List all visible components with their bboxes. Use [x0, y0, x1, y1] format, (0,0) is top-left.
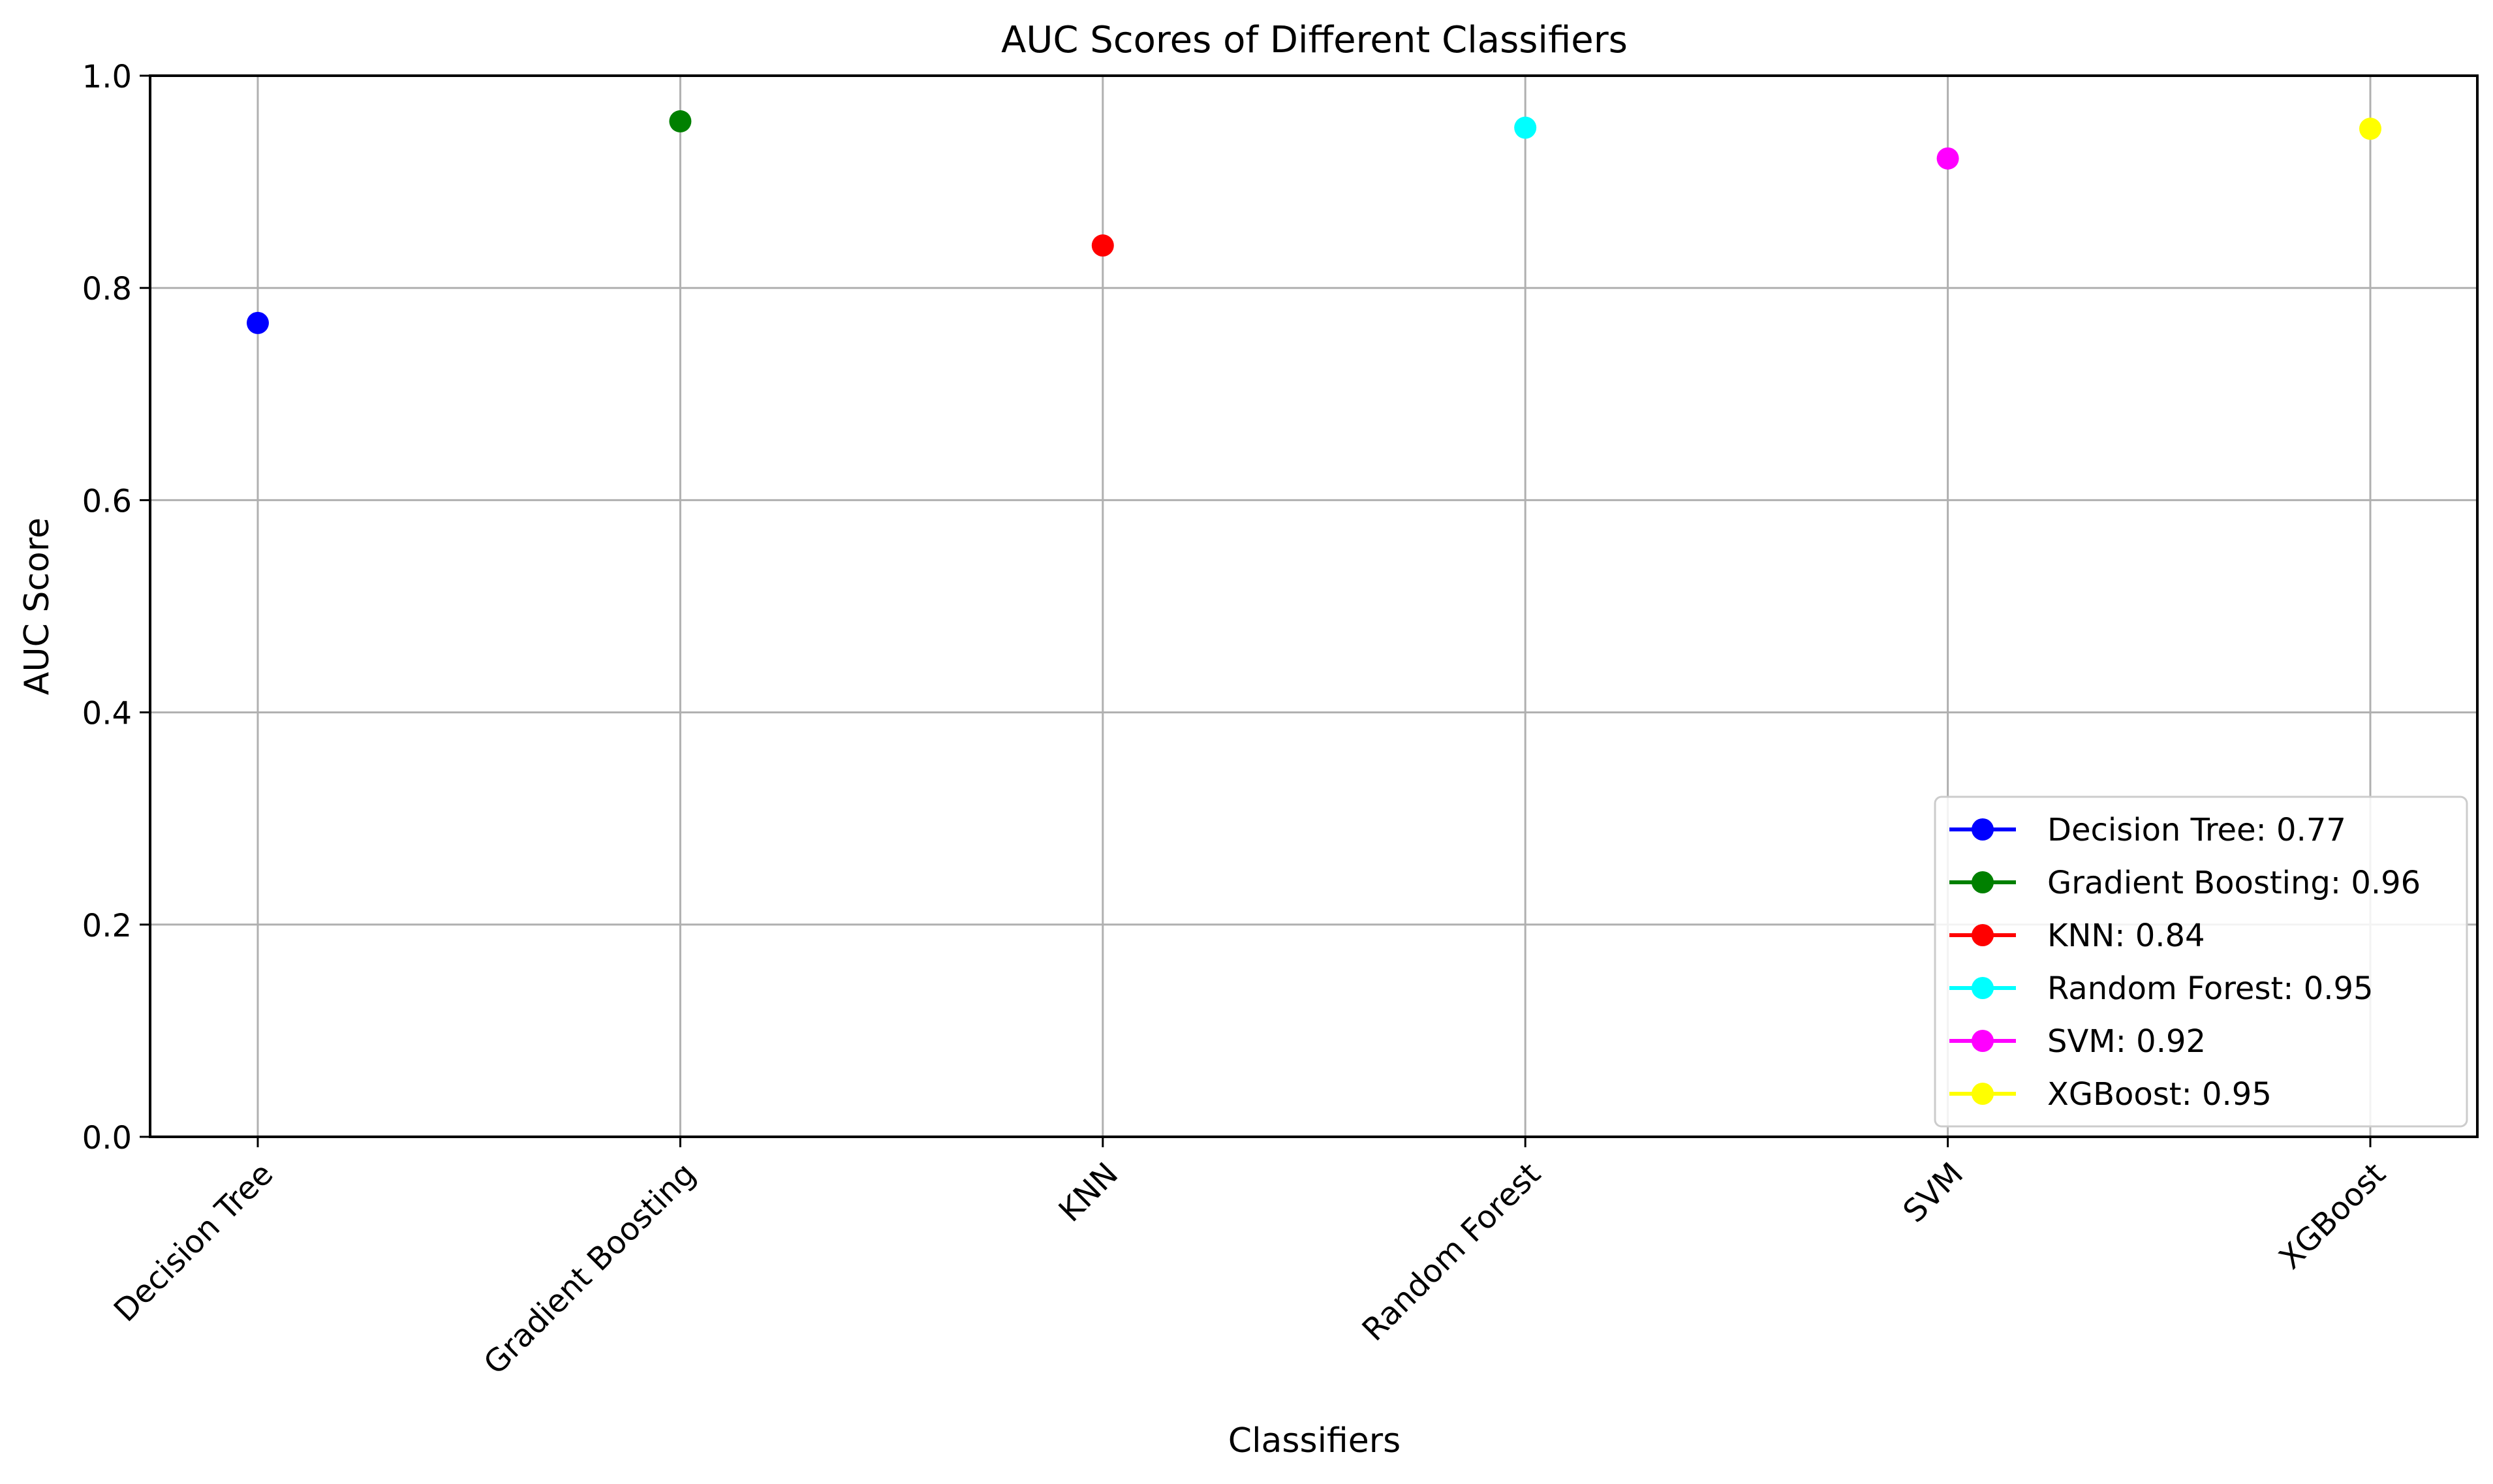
y-tick-label: 0.6 [82, 483, 132, 519]
data-point [669, 110, 692, 132]
legend-label: Random Forest: 0.95 [2047, 970, 2374, 1007]
chart-title: AUC Scores of Different Classifiers [1001, 19, 1628, 61]
data-point [1514, 116, 1537, 139]
data-point [247, 311, 269, 334]
y-tick-label: 0.8 [82, 271, 132, 307]
legend-marker [1972, 871, 1994, 893]
legend-box [1934, 796, 2468, 1128]
legend-marker [1972, 1030, 1994, 1052]
legend: Decision Tree: 0.77 Gradient Boosting: 0.… [1934, 796, 2468, 1128]
legend-marker [1972, 977, 1994, 999]
legend-marker [1972, 1083, 1994, 1105]
y-axis-label: AUC Score [18, 518, 57, 695]
legend-label: KNN: 0.84 [2047, 918, 2205, 954]
y-tick-label: 0.2 [82, 908, 132, 944]
x-axis-label: Classifiers [1228, 1421, 1401, 1461]
y-tick-label: 0.4 [82, 696, 132, 732]
legend-marker [1972, 818, 1994, 841]
plot-area-frame [149, 74, 2479, 1138]
y-tick-label: 1.0 [82, 59, 132, 95]
legend-marker [1972, 924, 1994, 946]
data-point [1091, 234, 1114, 257]
legend-label: Decision Tree: 0.77 [2047, 812, 2346, 848]
legend-label: Gradient Boosting: 0.96 [2047, 865, 2421, 901]
data-points [247, 110, 2381, 334]
data-point [1936, 147, 1959, 170]
legend-label: SVM: 0.92 [2047, 1023, 2206, 1060]
y-tick-label: 0.0 [82, 1120, 132, 1156]
data-point [2359, 117, 2381, 140]
legend-label: XGBoost: 0.95 [2047, 1076, 2272, 1113]
